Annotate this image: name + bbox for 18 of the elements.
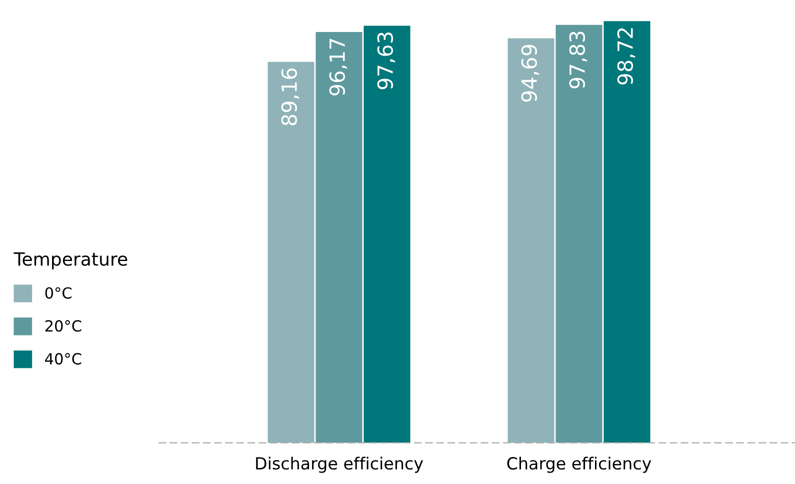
x-tick-label: Discharge efficiency: [256, 456, 424, 473]
legend-label: 20°C: [45, 320, 82, 332]
x-tick-label: Charge efficiency: [507, 456, 652, 473]
data-label: 97,63: [377, 32, 396, 90]
data-label: 89,16: [281, 68, 300, 126]
data-label: 94,69: [521, 44, 540, 102]
bar: [508, 38, 554, 443]
bar: [364, 26, 410, 443]
data-label: 98,72: [617, 28, 636, 85]
bar: [316, 32, 362, 443]
bar: [556, 24, 602, 443]
data-label: 97,83: [569, 32, 588, 88]
legend-label: 0°C: [45, 287, 72, 299]
legend-label: 40°C: [45, 353, 82, 365]
data-label: 96,17: [329, 38, 348, 96]
bar: [604, 21, 650, 443]
bar: [268, 62, 314, 443]
legend-title: Temperature: [14, 252, 128, 270]
